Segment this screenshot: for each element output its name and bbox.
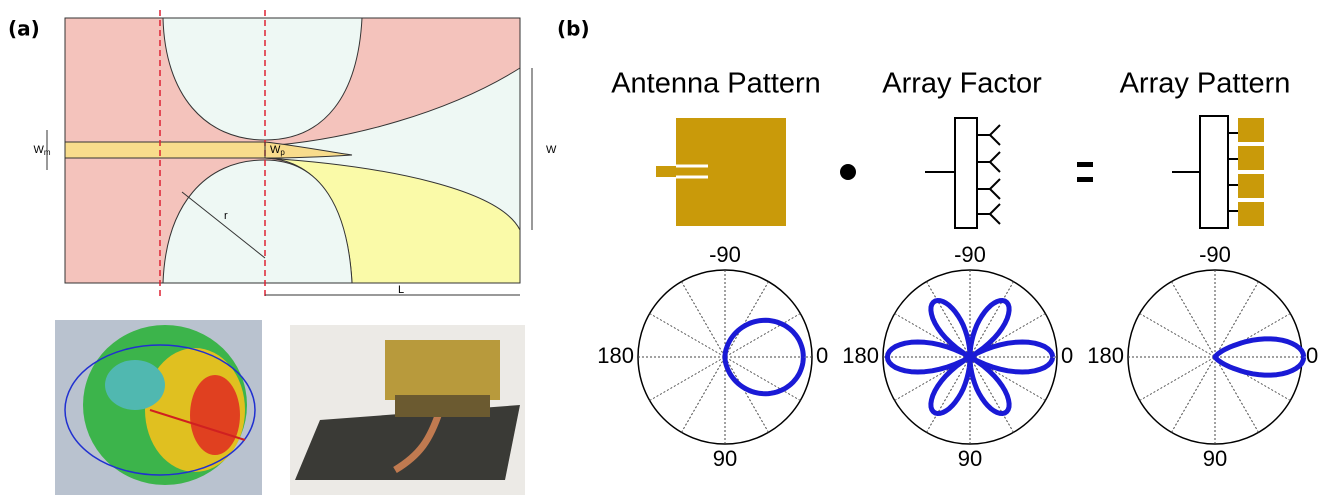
- brass-block: [385, 340, 500, 400]
- feed: [656, 166, 708, 177]
- column-title: Array Factor: [882, 68, 1042, 100]
- polar-plots: -90 90 180 0 -90 90 180 0 -90 90 180 0: [597, 242, 1318, 471]
- angle-label: -90: [954, 242, 986, 267]
- dimension-sub: p: [280, 148, 285, 157]
- patch-icon: [656, 118, 786, 226]
- dimension-label: L: [398, 284, 404, 296]
- column-title: Array Pattern: [1120, 68, 1291, 100]
- patch: [1238, 118, 1264, 142]
- multiply-sign: [840, 164, 856, 180]
- connector: [395, 395, 490, 417]
- panel-label: (b): [557, 17, 590, 41]
- figure: (a) Wm Wp W r L (b) Antenna Pat: [0, 0, 1327, 500]
- panel-label: (a): [8, 17, 40, 41]
- angle-label: 180: [597, 343, 634, 368]
- angle-label: 0: [1061, 343, 1073, 368]
- pattern-blob: [105, 360, 165, 410]
- angle-label: -90: [1199, 242, 1231, 267]
- patches: [1238, 118, 1264, 226]
- angle-label: 180: [842, 343, 879, 368]
- patch: [1238, 146, 1264, 170]
- pattern-blob: [190, 375, 240, 455]
- patch: [1238, 174, 1264, 198]
- angle-label: 0: [816, 343, 828, 368]
- dimension-label: W: [270, 144, 281, 156]
- patch: [1238, 202, 1264, 226]
- angle-label: 90: [958, 446, 982, 471]
- prototype-photo: [290, 325, 525, 495]
- elements: [1228, 133, 1240, 211]
- array-pattern-icon: [1172, 116, 1240, 228]
- angle-label: -90: [709, 242, 741, 267]
- equals-sign: [1077, 162, 1093, 167]
- elements: [977, 125, 1000, 224]
- column-title: Antenna Pattern: [611, 68, 821, 100]
- angle-label: 90: [1203, 446, 1227, 471]
- dimension-label: W: [33, 144, 44, 156]
- dimension-label: Wm: [33, 144, 50, 157]
- angle-label: 90: [713, 446, 737, 471]
- dimension-sub: m: [44, 148, 51, 157]
- dimension-label: W: [546, 144, 557, 156]
- array-icon: [925, 118, 1000, 228]
- angle-label: 0: [1306, 343, 1318, 368]
- equals-sign: [1077, 177, 1093, 182]
- network: [955, 118, 977, 228]
- angle-label: 180: [1087, 343, 1124, 368]
- taper-diagram: [47, 10, 532, 300]
- dimension-label: r: [224, 210, 228, 222]
- simulation-image: [55, 320, 262, 495]
- network: [1200, 116, 1228, 228]
